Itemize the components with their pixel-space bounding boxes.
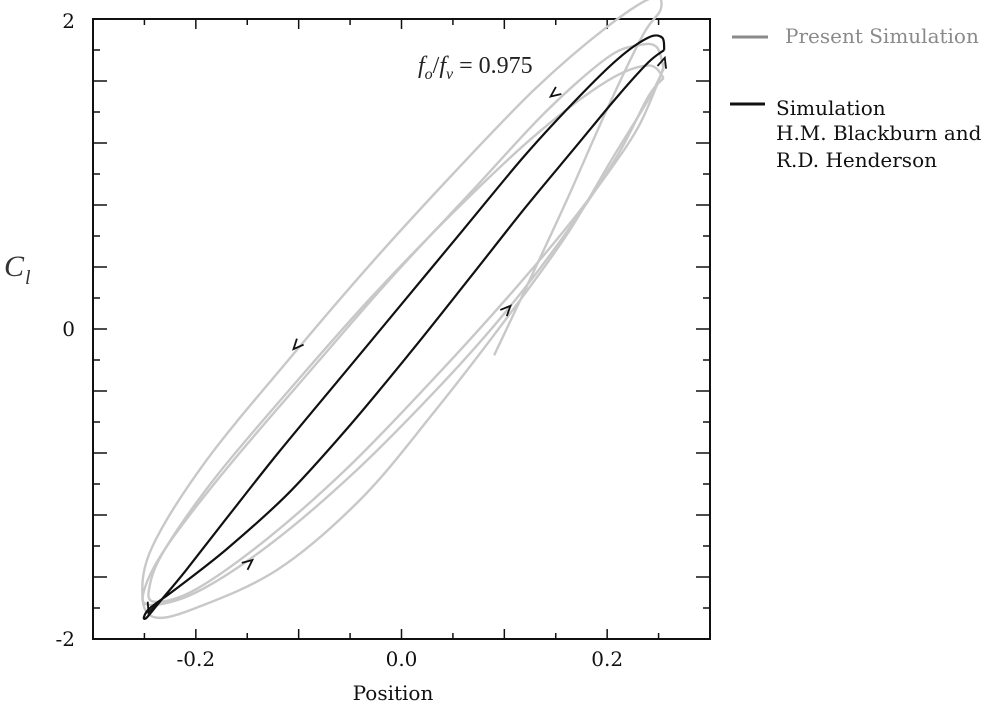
tick-labels: -0.2 0.0 0.2 -2 0 2 bbox=[56, 9, 624, 671]
y-tick-label: 2 bbox=[62, 9, 75, 33]
direction-arrow-3 bbox=[146, 601, 157, 615]
direction-arrow-1 bbox=[548, 86, 562, 98]
y-axis-label-main: C bbox=[4, 250, 25, 283]
x-tick-label: -0.2 bbox=[177, 647, 216, 671]
annotation-slash: / bbox=[433, 53, 440, 79]
x-axis-label: Position bbox=[353, 681, 434, 705]
y-axis-label-subscript: l bbox=[25, 267, 31, 289]
y-tick-label: -2 bbox=[56, 627, 75, 651]
x-tick-label: 0.2 bbox=[591, 647, 623, 671]
y-axis-label: Cl bbox=[4, 250, 31, 289]
direction-arrow-5 bbox=[499, 304, 513, 317]
legend-label-blackburn-line1: Simulation bbox=[776, 96, 886, 120]
annotation-value: = 0.975 bbox=[453, 53, 533, 79]
plot-frame bbox=[92, 18, 711, 640]
direction-arrow-4 bbox=[241, 558, 255, 571]
tick-marks bbox=[92, 18, 711, 640]
annotation-f1: f bbox=[418, 53, 428, 79]
series-layer bbox=[141, 0, 666, 620]
legend-label-blackburn-line2: H.M. Blackburn and bbox=[776, 121, 982, 145]
direction-arrow-6 bbox=[656, 55, 667, 69]
blackburn-simulation-line bbox=[142, 34, 666, 620]
legend: Present Simulation Simulation H.M. Black… bbox=[730, 24, 982, 172]
present-simulation-line-pass-2 bbox=[141, 42, 665, 607]
y-tick-label: 0 bbox=[62, 317, 75, 341]
present-simulation-line-pass-1 bbox=[141, 0, 665, 620]
x-tick-label: 0.0 bbox=[386, 647, 418, 671]
present-simulation-line-pass-3 bbox=[147, 61, 666, 604]
legend-label-blackburn-line3: R.D. Henderson bbox=[776, 148, 937, 172]
legend-label-present: Present Simulation bbox=[785, 24, 979, 48]
direction-arrows bbox=[146, 55, 667, 615]
frequency-ratio-annotation: fo/fv = 0.975 bbox=[418, 53, 533, 83]
annotation-sub-v: v bbox=[446, 66, 454, 83]
direction-arrow-2 bbox=[292, 338, 304, 351]
annotation-f2: f bbox=[439, 53, 449, 79]
annotation-sub-o: o bbox=[425, 66, 433, 83]
